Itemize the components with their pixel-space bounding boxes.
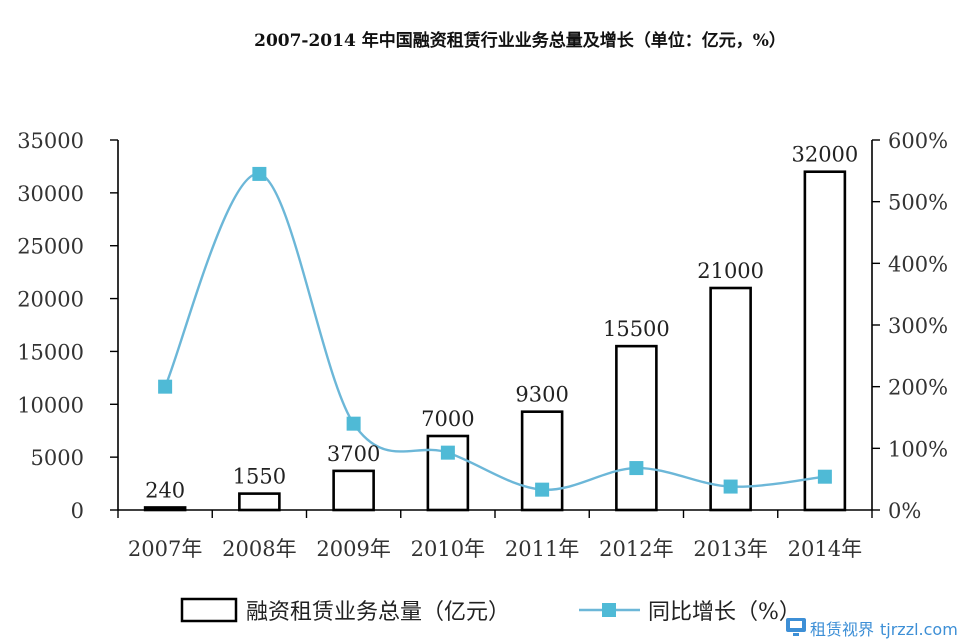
legend: 融资租赁业务总量（亿元） 同比增长（%） <box>180 597 801 625</box>
y-right-tick-label: 200% <box>888 376 948 400</box>
bar-value-label: 240 <box>145 478 185 502</box>
x-tick-label: 2012年 <box>599 537 673 561</box>
x-tick-label: 2010年 <box>411 537 485 561</box>
bar-value-label: 9300 <box>515 383 568 407</box>
y-right-tick-label: 0% <box>888 499 921 523</box>
growth-marker <box>629 461 644 476</box>
x-tick-label: 2007年 <box>128 537 202 561</box>
growth-marker <box>817 469 832 484</box>
legend-bar-swatch <box>180 597 238 623</box>
y-left-tick-label: 5000 <box>31 446 84 470</box>
bar-value-label: 32000 <box>791 143 858 167</box>
growth-marker <box>252 166 267 181</box>
growth-marker <box>346 416 361 431</box>
y-left-tick-label: 25000 <box>17 235 84 259</box>
x-tick-label: 2014年 <box>788 537 862 561</box>
bar <box>332 469 375 512</box>
bar-value-label: 1550 <box>233 465 286 489</box>
bar <box>238 492 281 512</box>
y-left-tick-label: 30000 <box>17 182 84 206</box>
y-right-tick-label: 500% <box>888 191 948 215</box>
y-left-tick-label: 10000 <box>17 393 84 417</box>
legend-line-label: 同比增长（%） <box>648 600 801 625</box>
y-left-tick-label: 35000 <box>17 129 84 153</box>
legend-line-marker <box>602 603 616 617</box>
data-labels: 240 1550 3700 7000 9300 15500 21000 32000 <box>145 143 858 503</box>
monitor-icon <box>786 618 806 636</box>
watermark: 租赁视界 tjrzzl.com <box>786 618 958 639</box>
watermark-url: tjrzzl.com <box>880 620 958 639</box>
y-left-tick-label: 0 <box>71 499 84 523</box>
x-tick-label: 2013年 <box>693 537 767 561</box>
x-tick-label: 2008年 <box>222 537 296 561</box>
growth-marker <box>158 379 173 394</box>
y-left-tick-label: 15000 <box>17 340 84 364</box>
y-left-tick-label: 20000 <box>17 288 84 312</box>
bar <box>709 286 752 512</box>
bar-value-label: 15500 <box>603 317 670 341</box>
y-right-tick-label: 600% <box>888 129 948 153</box>
watermark-brand: 租赁视界 <box>810 620 874 639</box>
y-right-tick-label: 400% <box>888 252 948 276</box>
chart-title: 2007-2014 年中国融资租赁行业业务总量及增长（单位：亿元，%） <box>254 30 786 51</box>
x-tick-label: 2009年 <box>316 537 390 561</box>
growth-marker <box>535 482 550 497</box>
x-tick-label: 2011年 <box>505 537 579 561</box>
bar <box>615 344 658 512</box>
axes: 0 5000 10000 15000 20000 25000 30000 35000 0% 100… <box>17 129 948 561</box>
growth-line <box>158 166 832 497</box>
bar <box>143 506 187 512</box>
y-right-tick-label: 100% <box>888 437 948 461</box>
y-right-tick-label: 300% <box>888 314 948 338</box>
bar-value-label: 21000 <box>697 259 764 283</box>
legend-bar-label: 融资租赁业务总量（亿元） <box>246 600 510 625</box>
growth-marker <box>723 479 738 494</box>
growth-marker <box>440 445 455 460</box>
bar <box>803 170 847 512</box>
bar-value-label: 7000 <box>421 407 474 431</box>
bar-value-label: 3700 <box>327 442 380 466</box>
bars <box>143 170 847 512</box>
